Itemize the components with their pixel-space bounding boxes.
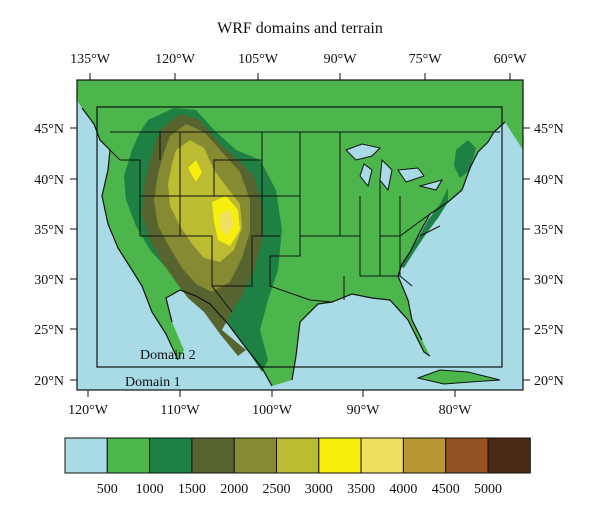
- legend-tick-label: 2500: [263, 482, 291, 497]
- bottom-axis: 120°W 110°W 100°W 90°W 80°W: [68, 390, 472, 418]
- domain-2-label: Domain 2: [140, 348, 196, 363]
- legend-swatch: [149, 437, 193, 474]
- elevation-legend: 500 1000 1500 2000 2500 3000 3500 4000 4500 5000: [64, 437, 531, 497]
- legend-swatch: [360, 437, 404, 474]
- domain-2-boundary: [96, 106, 503, 368]
- right-tick-label: 20°N: [534, 374, 564, 389]
- bottom-tick-label: 90°W: [347, 403, 381, 418]
- legend-swatch: [445, 437, 489, 474]
- left-tick-label: 35°N: [34, 223, 64, 238]
- legend-tick-label: 1000: [136, 482, 164, 497]
- legend-swatch: [64, 437, 108, 474]
- map-panel: [77, 80, 523, 390]
- top-tick-label: 90°W: [324, 52, 358, 67]
- coastline: [81, 107, 506, 387]
- great-lakes: [345, 143, 444, 192]
- right-tick-label: 25°N: [534, 323, 564, 338]
- left-tick-label: 20°N: [34, 374, 64, 389]
- right-tick-label: 45°N: [534, 122, 564, 137]
- map-title: WRF domains and terrain: [217, 20, 383, 37]
- left-axis: 45°N 40°N 35°N 30°N 25°N 20°N: [34, 122, 77, 389]
- legend-tick-label: 3000: [305, 482, 333, 497]
- right-axis: 45°N 40°N 35°N 30°N 25°N 20°N: [523, 122, 564, 389]
- right-tick-label: 30°N: [534, 273, 564, 288]
- legend-swatch: [402, 437, 447, 474]
- left-tick-label: 40°N: [34, 173, 64, 188]
- top-tick-label: 75°W: [409, 52, 443, 67]
- right-tick-label: 35°N: [534, 223, 564, 238]
- right-tick-label: 40°N: [534, 173, 564, 188]
- legend-tick-label: 3500: [347, 482, 375, 497]
- legend-swatch: [487, 437, 531, 474]
- legend-tick-label: 1500: [178, 482, 206, 497]
- bottom-tick-label: 100°W: [252, 403, 293, 418]
- appalachian-ridge: [400, 188, 448, 268]
- domain-1-label: Domain 1: [125, 375, 181, 390]
- domain-1-boundary: [76, 79, 524, 391]
- legend-tick-label: 500: [97, 482, 118, 497]
- cuba-island: [416, 369, 501, 385]
- legend-swatch: [106, 437, 151, 474]
- top-tick-label: 120°W: [155, 52, 196, 67]
- legend-tick-label: 5000: [474, 482, 502, 497]
- top-tick-label: 105°W: [238, 52, 279, 67]
- top-tick-label: 60°W: [494, 52, 528, 67]
- legend-swatch: [276, 437, 320, 474]
- top-axis: 135°W 120°W 105°W 90°W 75°W 60°W: [70, 52, 527, 80]
- legend-tick-label: 2000: [220, 482, 248, 497]
- legend-swatch: [318, 437, 362, 474]
- legend-swatch: [233, 437, 277, 474]
- left-tick-label: 25°N: [34, 323, 64, 338]
- terrain-4000: [220, 210, 234, 236]
- bottom-tick-label: 110°W: [160, 403, 200, 418]
- bottom-tick-label: 80°W: [439, 403, 473, 418]
- legend-tick-label: 4500: [432, 482, 460, 497]
- left-tick-label: 45°N: [34, 122, 64, 137]
- political-borders: [109, 131, 500, 313]
- bottom-tick-label: 120°W: [68, 403, 109, 418]
- top-tick-label: 135°W: [70, 52, 111, 67]
- legend-swatch: [191, 437, 235, 474]
- left-tick-label: 30°N: [34, 273, 64, 288]
- legend-tick-label: 4000: [389, 482, 417, 497]
- northeast-highlands: [454, 140, 476, 178]
